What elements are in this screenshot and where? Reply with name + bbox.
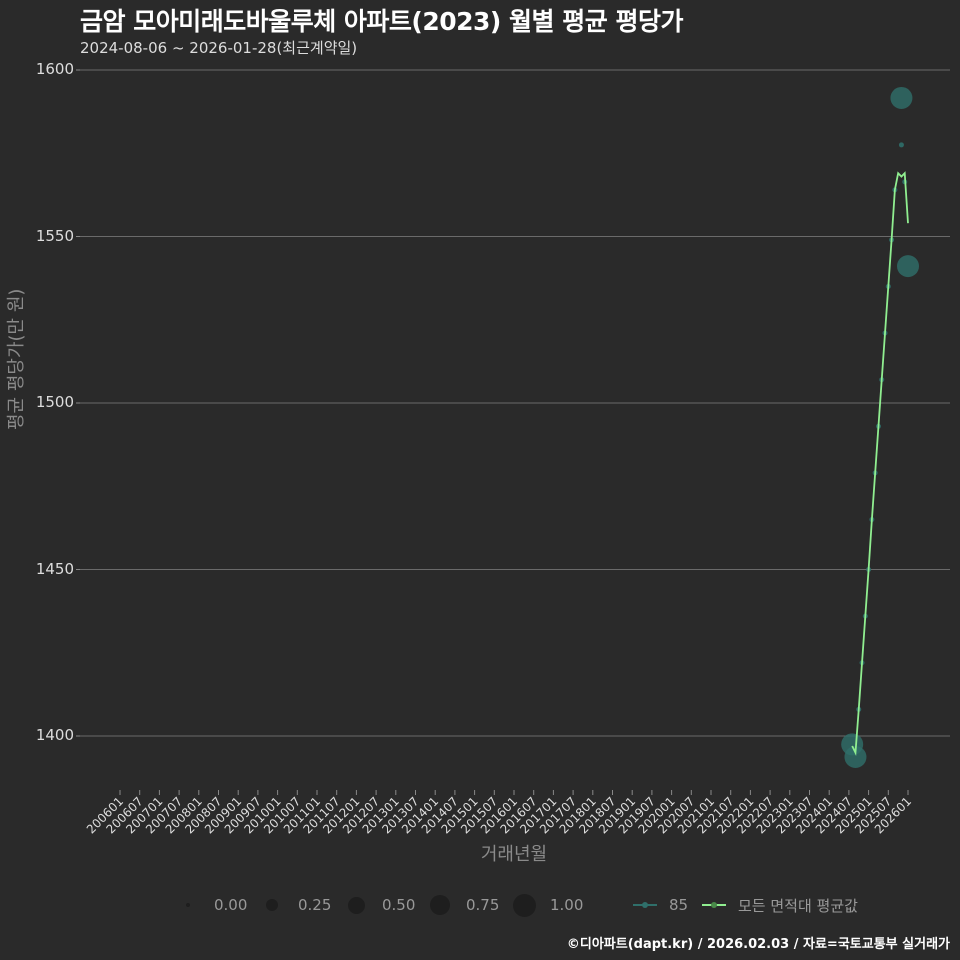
legend-size-label: 0.75 xyxy=(466,896,500,914)
size-circle-icon xyxy=(260,893,284,917)
size-circle-icon xyxy=(176,893,200,917)
legend-series-label: 모든 면적대 평균값 xyxy=(738,896,858,915)
legend: 0.00 0.25 0.50 0.75 1.00 85 모든 면적대 평균값 xyxy=(0,893,960,923)
legend-size-item: 0.50 xyxy=(344,893,415,917)
legend-series-label: 85 xyxy=(669,896,689,914)
y-tick-label: 1400 xyxy=(35,726,74,744)
y-tick-label: 1500 xyxy=(35,393,74,411)
legend-size-label: 0.50 xyxy=(382,896,416,914)
chart-title: 금암 모아미래도바울루체 아파트(2023) 월별 평균 평당가 xyxy=(80,7,683,36)
size-circle-icon xyxy=(428,893,452,917)
legend-size-item: 1.00 xyxy=(512,893,583,917)
footer-credit: ©디아파트(dapt.kr) / 2026.02.03 / 자료=국토교통부 실… xyxy=(566,937,950,952)
legend-series-item: 모든 면적대 평균값 xyxy=(702,893,858,917)
line-marker-icon xyxy=(633,893,657,917)
legend-series-item: 85 xyxy=(633,893,688,917)
line-marker-icon xyxy=(702,893,726,917)
size-circle-icon xyxy=(512,893,536,917)
y-tick-label: 1600 xyxy=(35,60,74,78)
series-85-point xyxy=(898,142,904,148)
y-tick-label: 1550 xyxy=(35,226,74,245)
average-line xyxy=(851,171,909,757)
series-85-point xyxy=(844,745,867,768)
chart-subtitle: 2024-08-06 ~ 2026-01-28(최근계약일) xyxy=(80,39,358,57)
legend-size-item: 0.25 xyxy=(260,893,331,917)
size-circle-icon xyxy=(344,893,368,917)
legend-size-item: 0.00 xyxy=(176,893,247,917)
legend-size-label: 1.00 xyxy=(550,896,584,914)
series-85-point xyxy=(897,255,919,278)
legend-size-label: 0.25 xyxy=(298,896,332,914)
legend-size-label: 0.00 xyxy=(214,896,248,914)
series-85-point xyxy=(890,86,913,109)
x-axis-label: 거래년월 xyxy=(480,844,548,865)
legend-size-item: 0.75 xyxy=(428,893,499,917)
y-tick-label: 1450 xyxy=(35,559,74,578)
